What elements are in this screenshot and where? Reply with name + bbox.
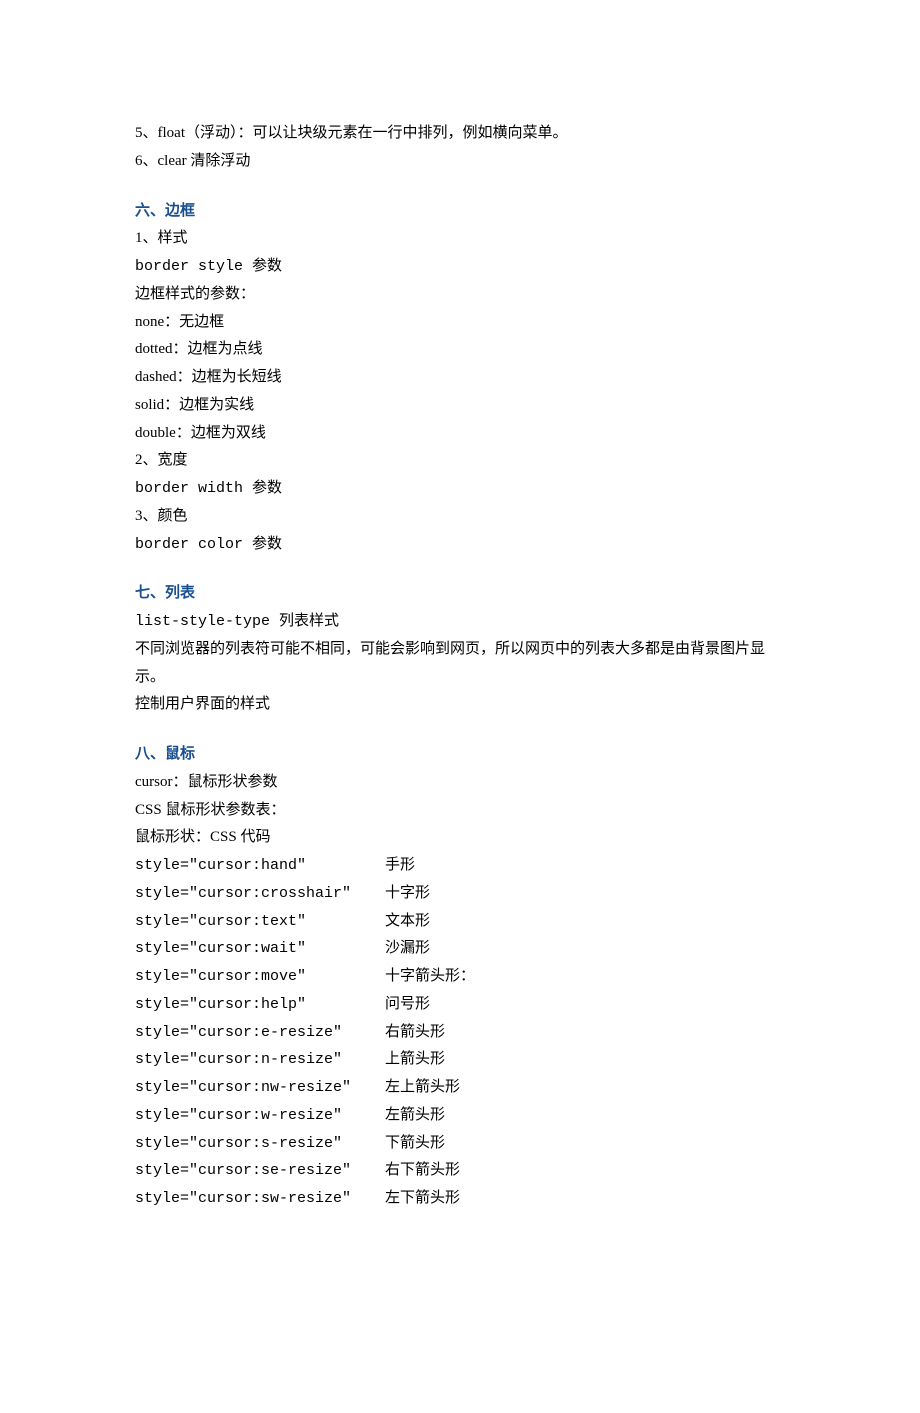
section6-line: double：边框为双线 [135,420,790,448]
section8-line: cursor：鼠标形状参数 [135,769,790,797]
section6-line: solid：边框为实线 [135,392,790,420]
section7-line: 控制用户界面的样式 [135,691,790,719]
section-heading-cursor: 八、鼠标 [135,741,790,769]
cursor-table-row: style="cursor:help" 问号形 [135,991,790,1019]
cursor-desc: 右箭头形 [385,1019,445,1047]
cursor-desc: 上箭头形 [385,1046,445,1074]
cursor-code: style="cursor:sw-resize" [135,1185,385,1213]
cursor-desc: 沙漏形 [385,935,430,963]
section6-line: dashed：边框为长短线 [135,364,790,392]
section-heading-list: 七、列表 [135,580,790,608]
cursor-code: style="cursor:s-resize" [135,1130,385,1158]
cursor-code: style="cursor:n-resize" [135,1046,385,1074]
cursor-code: style="cursor:e-resize" [135,1019,385,1047]
cursor-table-row: style="cursor:se-resize" 右下箭头形 [135,1157,790,1185]
section6-line: none：无边框 [135,309,790,337]
section6-line: border style 参数 [135,253,790,281]
intro-line-1: 5、float（浮动）：可以让块级元素在一行中排列，例如横向菜单。 [135,120,790,148]
cursor-desc: 问号形 [385,991,430,1019]
cursor-table-row: style="cursor:text" 文本形 [135,908,790,936]
cursor-desc: 手形 [385,852,415,880]
section8-line: CSS 鼠标形状参数表： [135,797,790,825]
cursor-code: style="cursor:wait" [135,935,385,963]
cursor-code: style="cursor:help" [135,991,385,1019]
section6-line: dotted：边框为点线 [135,336,790,364]
section6-line: 边框样式的参数： [135,281,790,309]
cursor-desc: 十字箭头形： [385,963,475,991]
cursor-code: style="cursor:hand" [135,852,385,880]
cursor-table-row: style="cursor:nw-resize" 左上箭头形 [135,1074,790,1102]
cursor-code: style="cursor:nw-resize" [135,1074,385,1102]
cursor-table-row: style="cursor:n-resize" 上箭头形 [135,1046,790,1074]
section7-line: list-style-type 列表样式 [135,608,790,636]
section6-line: 3、颜色 [135,503,790,531]
section-heading-border: 六、边框 [135,198,790,226]
cursor-table-row: style="cursor:sw-resize" 左下箭头形 [135,1185,790,1213]
cursor-desc: 左下箭头形 [385,1185,460,1213]
cursor-desc: 文本形 [385,908,430,936]
cursor-table-row: style="cursor:move" 十字箭头形： [135,963,790,991]
section7-line: 不同浏览器的列表符可能不相同，可能会影响到网页，所以网页中的列表大多都是由背景图… [135,636,790,692]
cursor-table-row: style="cursor:hand" 手形 [135,852,790,880]
section6-line: border color 参数 [135,531,790,559]
cursor-code: style="cursor:w-resize" [135,1102,385,1130]
section8-line: 鼠标形状：CSS 代码 [135,824,790,852]
intro-line-2: 6、clear 清除浮动 [135,148,790,176]
cursor-table-row: style="cursor:w-resize" 左箭头形 [135,1102,790,1130]
cursor-code: style="cursor:se-resize" [135,1157,385,1185]
cursor-desc: 右下箭头形 [385,1157,460,1185]
cursor-code: style="cursor:move" [135,963,385,991]
section6-line: 2、宽度 [135,447,790,475]
cursor-desc: 十字形 [385,880,430,908]
cursor-desc: 下箭头形 [385,1130,445,1158]
section6-line: border width 参数 [135,475,790,503]
cursor-table-row: style="cursor:e-resize" 右箭头形 [135,1019,790,1047]
cursor-table-row: style="cursor:wait" 沙漏形 [135,935,790,963]
cursor-code: style="cursor:crosshair" [135,880,385,908]
document-page: 5、float（浮动）：可以让块级元素在一行中排列，例如横向菜单。 6、clea… [0,0,920,1413]
section6-line: 1、样式 [135,225,790,253]
cursor-desc: 左上箭头形 [385,1074,460,1102]
cursor-desc: 左箭头形 [385,1102,445,1130]
cursor-table-row: style="cursor:s-resize" 下箭头形 [135,1130,790,1158]
cursor-code: style="cursor:text" [135,908,385,936]
cursor-table-row: style="cursor:crosshair" 十字形 [135,880,790,908]
